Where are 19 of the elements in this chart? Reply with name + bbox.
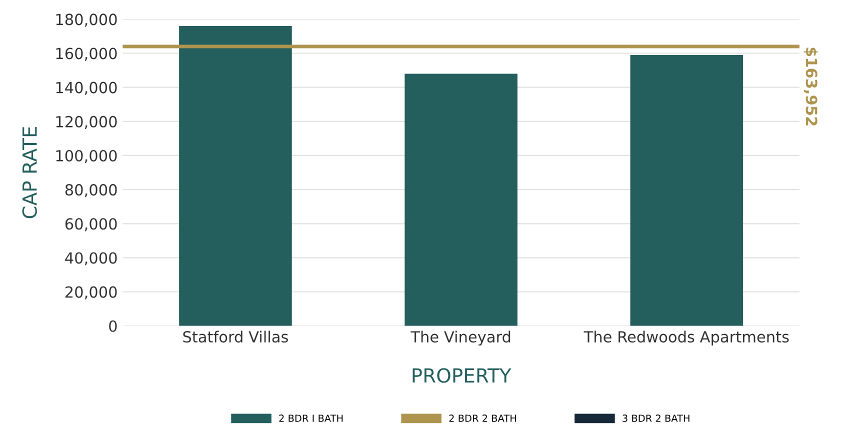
y-tick-label: 20,000 (65, 286, 117, 300)
x-tick-label: The Vineyard (410, 330, 510, 346)
ref-line-label: $163,952 (804, 48, 818, 126)
x-tick-label: The Redwoods Apartments (584, 330, 789, 346)
y-axis-title: CAP RATE (22, 127, 37, 218)
y-tick-label: 0 (109, 320, 117, 332)
x-tick-label: Statford Villas (183, 330, 288, 343)
legend-label: 2 BDR 2 BATH (449, 414, 516, 422)
y-tick-label: 180,000 (56, 14, 117, 27)
y-tick-label: 140,000 (56, 82, 117, 95)
y-tick-label: 60,000 (65, 218, 117, 232)
legend-label: 2 BDR I BATH (279, 414, 343, 422)
y-tick-label: 160,000 (56, 48, 117, 61)
y-tick-label: 40,000 (65, 252, 117, 266)
x-axis-title: PROPERTY (412, 368, 512, 383)
y-tick-label: 100,000 (56, 150, 117, 164)
legend-label: 3 BDR 2 BATH (622, 414, 690, 422)
y-tick-label: 80,000 (65, 184, 117, 198)
y-tick-label: 120,000 (56, 116, 117, 129)
